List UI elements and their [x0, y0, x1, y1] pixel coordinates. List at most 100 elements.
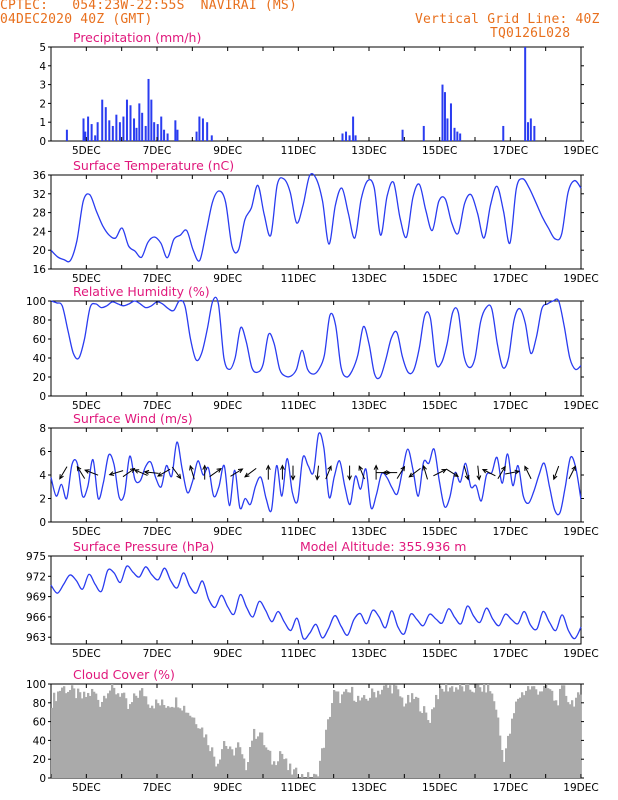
precip-bar [96, 122, 99, 141]
panel-title-2: Relative Humidity (%) [73, 284, 210, 299]
cloud-bar [215, 766, 218, 778]
wind-arrow-shaft [134, 469, 148, 476]
cloud-bar [137, 697, 140, 778]
cloud-bar [87, 692, 90, 778]
cloud-bar [251, 740, 254, 778]
cloud-bar [321, 748, 324, 778]
cloud-bar [229, 746, 232, 778]
cloud-bar [241, 754, 244, 778]
cloud-bar [209, 751, 212, 778]
cloud-bar [129, 704, 132, 778]
wind-arrow-head [408, 472, 414, 478]
cloud-bar [227, 748, 230, 778]
wind-arrow-head [237, 468, 244, 474]
cloud-bar [89, 695, 92, 778]
wind-arrow-head [464, 474, 470, 481]
cloud-bar [349, 692, 352, 778]
cloud-bar [477, 684, 480, 778]
cloud-bar [145, 696, 148, 778]
cloud-bar [503, 761, 506, 778]
cloud-bar [293, 769, 296, 778]
cloud-bar [295, 767, 298, 778]
cloud-bar [489, 691, 492, 778]
cloud-bar [345, 689, 348, 778]
precip-bar [82, 118, 85, 141]
cloud-bar [457, 689, 460, 778]
precip-bar [195, 131, 198, 141]
x-tick-label: 11DEC [281, 526, 316, 538]
cloud-bar [343, 691, 346, 778]
cloud-bar [55, 701, 58, 778]
cloud-bar [151, 705, 154, 778]
y-tick-label: 60 [33, 717, 46, 729]
wind-arrow-head [400, 465, 406, 472]
cloud-bar [501, 749, 504, 778]
cloud-bar [467, 684, 470, 778]
wind-arrow-head [133, 469, 140, 474]
cloud-bar [375, 697, 378, 778]
x-tick-label: 19DEC [563, 648, 598, 660]
cloud-bar [403, 706, 406, 778]
cloud-bar [575, 697, 578, 778]
x-tick-label: 5DEC [72, 526, 101, 538]
precip-bar [345, 131, 348, 141]
y-tick-label: 20 [33, 372, 46, 384]
y-tick-label: 80 [33, 315, 46, 327]
precip-bar [459, 133, 462, 141]
cloud-bar [367, 700, 370, 778]
panel-title-1: Surface Temperature (nC) [73, 158, 234, 173]
cloud-bar [383, 685, 386, 778]
cloud-bar [565, 695, 568, 778]
cloud-bar [429, 722, 432, 778]
cloud-bar [435, 694, 438, 778]
cloud-bar [123, 692, 126, 778]
precip-bar [176, 129, 179, 141]
cloud-bar [225, 745, 228, 778]
cloud-bar [213, 756, 216, 778]
cloud-bar [537, 694, 540, 778]
x-tick-label: 13DEC [351, 273, 386, 285]
y-tick-label: 8 [39, 423, 46, 435]
y-tick-label: 4 [39, 61, 46, 73]
precip-bar [144, 125, 147, 141]
cloud-bar [257, 736, 260, 778]
cloud-bar [365, 698, 368, 778]
x-tick-label: 15DEC [422, 145, 457, 157]
x-tick-label: 19DEC [563, 273, 598, 285]
cloud-bar [235, 747, 238, 778]
x-tick-label: 7DEC [143, 145, 172, 157]
wind-arrow-head [514, 469, 521, 475]
series-line-4 [50, 565, 582, 640]
cloud-bar [171, 706, 174, 778]
precip-bar [524, 47, 527, 141]
cloud-bar [193, 717, 196, 778]
cloud-bar [499, 735, 502, 778]
wind-arrow-head [290, 475, 296, 481]
x-tick-label: 19DEC [563, 782, 598, 794]
y-tick-label: 100 [26, 296, 46, 308]
precip-bar [198, 116, 201, 141]
cloud-bar [153, 708, 156, 778]
x-tick-label: 17DEC [493, 526, 528, 538]
x-tick-label: 11DEC [281, 145, 316, 157]
cloud-bar [547, 688, 550, 778]
cloud-bar [91, 688, 94, 778]
cloud-bar [559, 688, 562, 778]
cloud-bar [359, 700, 362, 778]
wind-arrows [59, 464, 576, 481]
cloud-bar [545, 684, 548, 778]
x-tick-label: 17DEC [493, 145, 528, 157]
y-tick-label: 0 [39, 773, 46, 785]
panel-title-3: Surface Wind (m/s) [73, 411, 193, 426]
cloud-bar [337, 691, 340, 778]
series-line-3 [50, 432, 582, 516]
precip-bar [150, 99, 153, 141]
cloud-bar [555, 700, 558, 778]
cloud-bar [135, 695, 138, 778]
cloud-bar [265, 747, 268, 778]
cloud-bar [81, 698, 84, 778]
x-tick-label: 13DEC [351, 145, 386, 157]
y-tick-label: 80 [33, 698, 46, 710]
x-tick-label: 11DEC [281, 273, 316, 285]
wind-arrow-shaft [497, 466, 506, 479]
